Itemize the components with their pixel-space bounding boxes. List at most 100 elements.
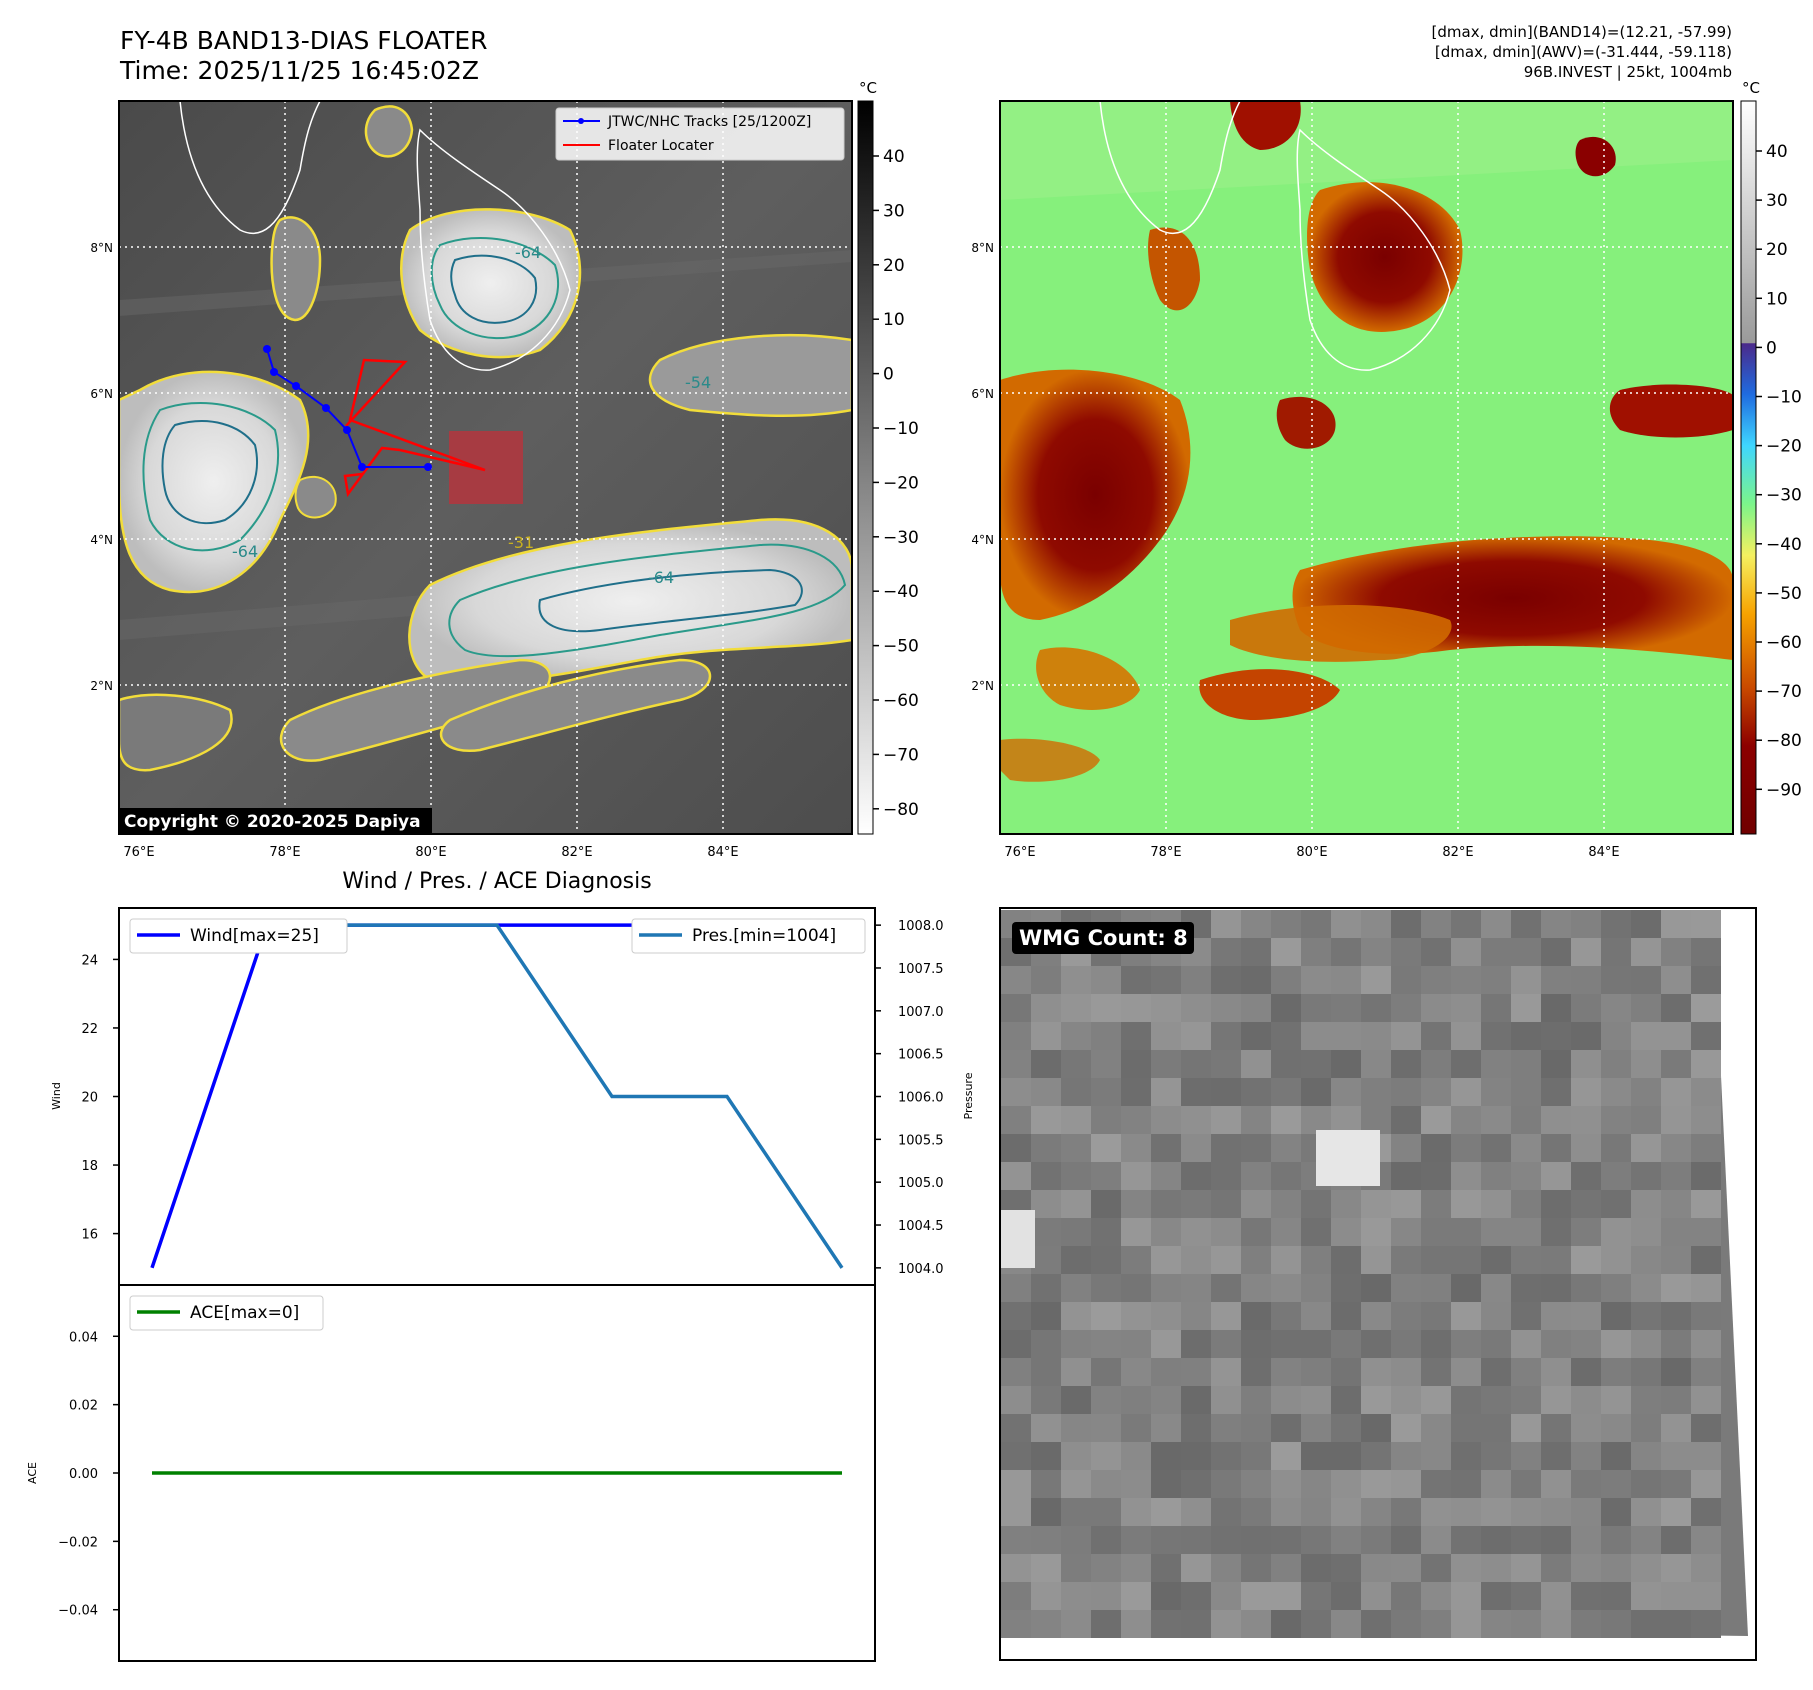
- lon-tick-label: 82°E: [561, 845, 592, 860]
- wmg-tile: [1511, 1526, 1541, 1554]
- wmg-tile: [1391, 1470, 1421, 1498]
- ace-tick-label: −0.04: [58, 1604, 98, 1619]
- wmg-tile: [1331, 1358, 1361, 1386]
- ace-tick-label: 0.02: [69, 1399, 98, 1414]
- wmg-tile: [1001, 1302, 1031, 1330]
- wmg-tile: [1511, 994, 1541, 1022]
- wmg-tile: [1271, 1050, 1301, 1078]
- wmg-tile: [1211, 1386, 1241, 1414]
- wmg-tile: [1031, 966, 1061, 994]
- ace-legend-label: ACE[max=0]: [190, 1303, 299, 1323]
- wmg-tile: [1691, 1330, 1721, 1358]
- wmg-tile: [1151, 1386, 1181, 1414]
- wmg-tile: [1451, 1386, 1481, 1414]
- wmg-tile: [1361, 1386, 1391, 1414]
- wmg-tile: [1541, 1190, 1571, 1218]
- wmg-tile: [1481, 1554, 1511, 1582]
- wmg-tile: [1211, 966, 1241, 994]
- wmg-tile: [1151, 1246, 1181, 1274]
- wmg-tile: [1541, 1582, 1571, 1610]
- wmg-tile: [1391, 994, 1421, 1022]
- wmg-tile: [1181, 1050, 1211, 1078]
- wmg-tile: [1241, 1246, 1271, 1274]
- contour-label-64b: -64: [648, 568, 674, 587]
- wmg-tile: [1211, 1022, 1241, 1050]
- wmg-tile: [1421, 1442, 1451, 1470]
- copyright-text: Copyright © 2020-2025 Dapiya: [124, 812, 421, 832]
- lat-tick-label: 6°N: [90, 387, 113, 401]
- lon-tick-label: 78°E: [269, 845, 300, 860]
- wmg-tile: [1601, 994, 1631, 1022]
- wmg-count-badge: [1012, 922, 1194, 954]
- wmg-tile: [1511, 1106, 1541, 1134]
- wmg-tile: [1121, 1442, 1151, 1470]
- colorbar-tick-label: −60: [883, 691, 919, 711]
- ir-map-frame: [118, 100, 853, 835]
- color-cloud-layer: [1000, 101, 1733, 782]
- wmg-tile: [1091, 1134, 1121, 1162]
- wmg-tile: [1541, 1246, 1571, 1274]
- wmg-tile: [1211, 1358, 1241, 1386]
- lon-tick-label: 76°E: [1004, 845, 1035, 860]
- wmg-tile: [1331, 1190, 1361, 1218]
- wmg-tile: [1211, 1554, 1241, 1582]
- colorbar-tick-label: 0: [883, 365, 894, 385]
- wmg-tile: [1541, 1358, 1571, 1386]
- wmg-tile: [1271, 1022, 1301, 1050]
- wmg-tile: [1361, 1498, 1391, 1526]
- wmg-tile: [1091, 1274, 1121, 1302]
- wmg-tile: [1631, 1554, 1661, 1582]
- wmg-tile: [1031, 1330, 1061, 1358]
- wmg-tile: [1241, 1386, 1271, 1414]
- wmg-tile: [1031, 1358, 1061, 1386]
- wmg-tile: [1001, 1442, 1031, 1470]
- wmg-tile: [1271, 1302, 1301, 1330]
- wmg-tile: [1031, 1050, 1061, 1078]
- wmg-tile: [1571, 1386, 1601, 1414]
- wmg-tile: [1601, 1078, 1631, 1106]
- wmg-tile: [1301, 1190, 1331, 1218]
- wmg-tile: [1391, 1190, 1421, 1218]
- map-geo-ticks: 76°E 78°E 80°E 82°E 84°E 8°N 6°N 4°N 2°N 76°E 78°E…: [90, 241, 1619, 860]
- wmg-tile: [1151, 1358, 1181, 1386]
- wmg-tile: [1301, 938, 1331, 966]
- wmg-tiles: [1001, 910, 1721, 1638]
- wmg-tile: [1121, 1330, 1151, 1358]
- contour-label-54: -54: [685, 373, 711, 392]
- color-map-panel: [999, 100, 1734, 835]
- wmg-tile: [1061, 1134, 1091, 1162]
- pressure-tick-label: 1008.0: [898, 919, 944, 934]
- wmg-tile: [1481, 994, 1511, 1022]
- wmg-tile: [1391, 966, 1421, 994]
- wmg-tile: [1481, 1582, 1511, 1610]
- ace-tick-label: 0.04: [69, 1330, 98, 1345]
- wmg-tile: [1181, 1386, 1211, 1414]
- color-map-gridlines: [1000, 101, 1733, 834]
- wmg-tile: [1631, 910, 1661, 938]
- wmg-tile: [1181, 1414, 1211, 1442]
- wmg-tile: [1661, 1134, 1691, 1162]
- wmg-tile: [1181, 1106, 1211, 1134]
- wmg-tile: [1421, 1330, 1451, 1358]
- wmg-tile: [1301, 1022, 1331, 1050]
- wmg-tile: [1091, 1190, 1121, 1218]
- wmg-tile: [1451, 1274, 1481, 1302]
- wmg-tile: [1631, 1610, 1661, 1638]
- wmg-tile: [1211, 1134, 1241, 1162]
- wmg-tile: [1331, 1582, 1361, 1610]
- lat-tick-label: 8°N: [90, 241, 113, 255]
- wmg-tile: [1301, 1498, 1331, 1526]
- wmg-tile: [1421, 910, 1451, 938]
- wmg-tile: [1451, 1526, 1481, 1554]
- colorbar-tick-label: −70: [1766, 682, 1802, 702]
- color-map-frame: [999, 100, 1734, 835]
- wmg-tile: [1181, 1610, 1211, 1638]
- wmg-tile: [1211, 938, 1241, 966]
- wmg-tile: [1211, 1106, 1241, 1134]
- wmg-tile: [1301, 1610, 1331, 1638]
- wmg-tile: [1301, 1106, 1331, 1134]
- wmg-tile: [1511, 1134, 1541, 1162]
- wmg-tile: [1151, 1078, 1181, 1106]
- wmg-tile: [1541, 1386, 1571, 1414]
- wmg-tile: [1421, 994, 1451, 1022]
